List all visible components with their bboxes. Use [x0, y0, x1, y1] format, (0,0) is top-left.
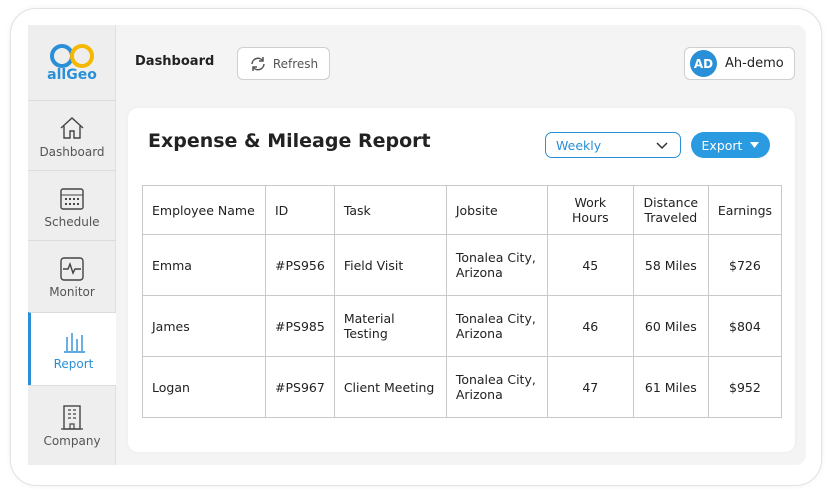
table-cell: Logan [142, 356, 266, 418]
nav-item[interactable]: Schedule [28, 170, 116, 240]
chevron [656, 142, 668, 150]
nav-icon [60, 188, 84, 210]
nav-icon [60, 117, 84, 139]
nav-item[interactable]: Report [28, 312, 116, 385]
table-cell: Material Testing [333, 295, 447, 357]
page-title: Dashboard [135, 54, 215, 69]
avatar: AD [690, 50, 717, 77]
user-menu[interactable]: AD Ah-demo [684, 47, 795, 80]
header-row: Employee Name ID Task Jobsite Work Hours Dist… [142, 185, 783, 235]
table-cell: Tonalea City, Arizona [445, 234, 548, 296]
column-header: Employee Name [142, 185, 266, 235]
table-cell: $804 [707, 295, 783, 357]
nav-label: Schedule [44, 215, 100, 229]
table-cell: #PS967 [265, 356, 335, 418]
report-title: Expense & Mileage Report [148, 130, 431, 152]
export-button[interactable]: Export [691, 132, 770, 158]
refresh-label: Refresh [272, 56, 319, 71]
column-header: Task [333, 185, 447, 235]
column-header: Jobsite [445, 185, 548, 235]
user-name: Ah-demo [725, 56, 784, 71]
table-cell: 47 [546, 356, 634, 418]
period-select[interactable]: Weekly [545, 132, 681, 158]
column-header: Work Hours [546, 185, 634, 235]
table-cell: Client Meeting [333, 356, 447, 418]
table-cell: #PS956 [265, 234, 335, 296]
report-table: Employee Name ID Task Jobsite Work Hours Dist… [142, 185, 783, 418]
table-cell: 45 [546, 234, 634, 296]
nav-icon [60, 257, 84, 281]
logo-icon [50, 44, 94, 68]
table-cell: $726 [707, 234, 783, 296]
table-cell: Tonalea City, Arizona [445, 356, 548, 418]
sidebar [28, 25, 116, 465]
period-value: Weekly [556, 138, 602, 153]
caret [750, 142, 760, 148]
nav-label: Dashboard [39, 145, 105, 159]
refresh-icon [251, 56, 265, 71]
nav-label: Company [43, 434, 101, 448]
table-cell: Emma [142, 234, 266, 296]
table-cell: #PS985 [265, 295, 335, 357]
export-label: Export [701, 137, 743, 153]
table-cell: Tonalea City, Arizona [445, 295, 548, 357]
table-row: Logan #PS967 Client Meeting Tonalea City, A… [142, 356, 783, 418]
column-header: Earnings [707, 185, 783, 235]
nav-label: Monitor [49, 285, 95, 299]
nav-item[interactable]: Dashboard [28, 100, 116, 170]
column-header: Distance Traveled [632, 185, 709, 235]
table-cell: James [142, 295, 266, 357]
table-cell: Field Visit [333, 234, 447, 296]
nav-item[interactable]: Company [28, 385, 116, 465]
nav-icon [61, 405, 83, 430]
nav-icon [63, 333, 85, 353]
table-cell: 61 Miles [632, 356, 709, 418]
table-cell: 60 Miles [632, 295, 709, 357]
table-row: Emma #PS956 Field Visit Tonalea City, Arizo… [142, 234, 783, 296]
table-row: James #PS985 Material Testing Tonalea City,… [142, 295, 783, 357]
table-cell: 58 Miles [632, 234, 709, 296]
column-header: ID [265, 185, 335, 235]
nav-label: Report [53, 357, 94, 371]
table-cell: 46 [546, 295, 634, 357]
refresh-button[interactable]: Refresh [237, 47, 330, 80]
nav-item[interactable]: Monitor [28, 240, 116, 312]
table-cell: $952 [707, 356, 783, 418]
logo-text: allGeo [47, 67, 97, 83]
logo: allGeo [28, 25, 116, 100]
